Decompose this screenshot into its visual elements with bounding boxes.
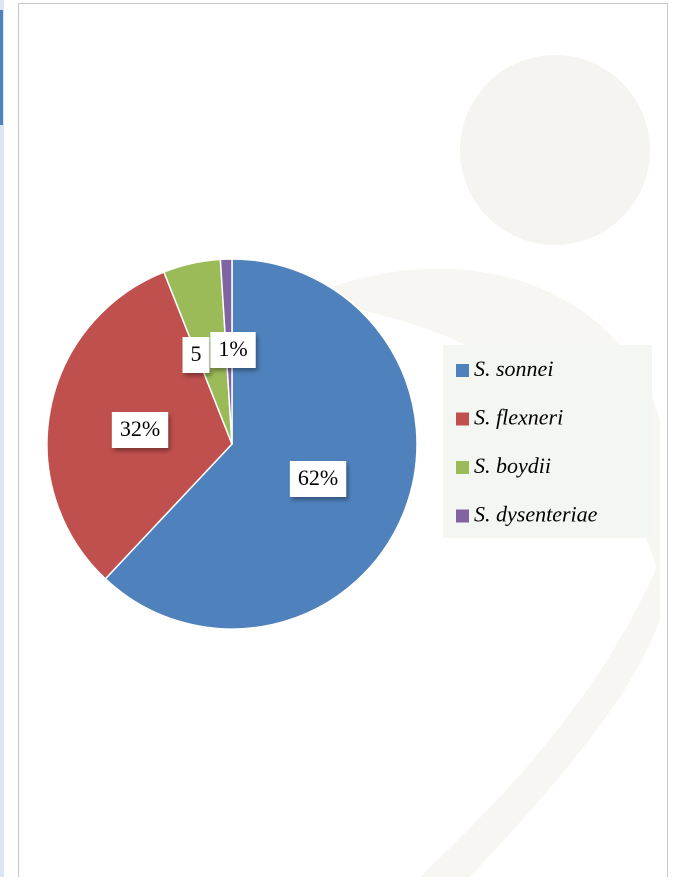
side-tab bbox=[0, 10, 3, 125]
legend-label: S. dysenteriae bbox=[474, 502, 598, 527]
data-label-text: 32% bbox=[120, 416, 160, 441]
data-label: 5 bbox=[183, 337, 210, 373]
background-circle bbox=[460, 55, 650, 245]
legend-swatch bbox=[456, 510, 469, 523]
legend-label: S. boydii bbox=[474, 453, 551, 478]
side-strip bbox=[0, 0, 4, 877]
data-label: 1% bbox=[210, 332, 255, 368]
legend-label: S. flexneri bbox=[474, 405, 563, 430]
legend-swatch bbox=[456, 461, 469, 474]
pie bbox=[47, 259, 417, 629]
legend-label: S. sonnei bbox=[474, 356, 553, 381]
page: {"chart_data": {"type": "pie", "categori… bbox=[0, 0, 673, 877]
data-label: 62% bbox=[290, 461, 346, 497]
data-label-text: 62% bbox=[298, 465, 338, 490]
legend-swatch bbox=[456, 364, 469, 377]
data-label-text: 5 bbox=[191, 341, 202, 366]
data-label-text: 1% bbox=[218, 336, 247, 361]
legend-swatch bbox=[456, 413, 469, 426]
data-label: 32% bbox=[112, 412, 168, 448]
screenshot: S. sonnei S. flexneri S. boydii S. dysenter… bbox=[0, 0, 673, 877]
